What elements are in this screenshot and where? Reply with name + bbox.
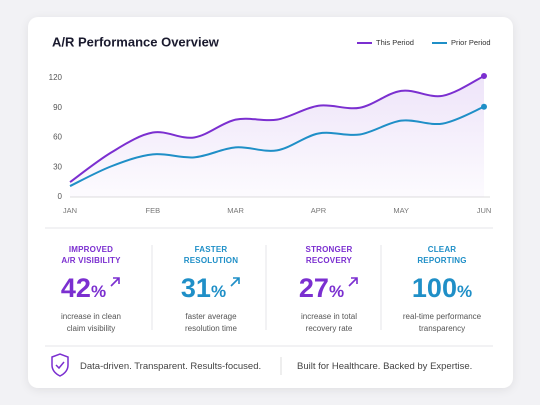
end-point bbox=[481, 72, 487, 79]
stat-heading: CLEAR REPORTING bbox=[386, 244, 498, 266]
legend-label: Prior Period bbox=[451, 38, 491, 47]
arrow-icon bbox=[348, 277, 358, 287]
footer-right: Built for Healthcare. Backed by Expertis… bbox=[297, 361, 473, 372]
y-tick-label: 120 bbox=[49, 73, 63, 82]
legend-label: This Period bbox=[376, 38, 414, 47]
card bbox=[28, 17, 513, 388]
y-tick-label: 90 bbox=[53, 103, 62, 112]
stat-heading: FASTER RESOLUTION bbox=[155, 244, 267, 266]
heading-line: A/R VISIBILITY bbox=[61, 256, 121, 265]
x-tick-label: MAR bbox=[227, 206, 244, 215]
stat-value: 100% bbox=[386, 272, 498, 308]
shield-icon bbox=[51, 353, 69, 377]
description-line: faster average bbox=[185, 312, 237, 321]
stat-description: increase in clean claim visibility bbox=[35, 311, 147, 335]
stat-description: real-time performance transparency bbox=[386, 311, 498, 335]
description-line: real-time performance bbox=[402, 312, 482, 321]
chart-title: A/R Performance Overview bbox=[52, 34, 220, 49]
stat: IMPROVED A/R VISIBILITY 42% increase in cle… bbox=[35, 244, 147, 335]
stat-value: 31% bbox=[155, 272, 267, 308]
arrow bbox=[110, 277, 120, 287]
value-unit: % bbox=[328, 282, 345, 301]
description-line: recovery rate bbox=[305, 324, 353, 333]
value-number: 42 bbox=[60, 273, 91, 303]
arrow bbox=[230, 277, 240, 287]
arrow-icon bbox=[110, 277, 120, 287]
stat-value: 27% bbox=[273, 272, 385, 308]
value-number: 100 bbox=[411, 273, 457, 303]
stat-description: increase in total recovery rate bbox=[273, 311, 385, 335]
heading-line: RESOLUTION bbox=[183, 256, 239, 265]
x-tick-label: APR bbox=[311, 206, 327, 215]
end-point bbox=[481, 103, 487, 110]
x-tick-label: FEB bbox=[146, 206, 161, 215]
heading-line: IMPROVED bbox=[68, 245, 114, 254]
heading-line: REPORTING bbox=[417, 256, 467, 265]
check-icon bbox=[55, 361, 65, 370]
x-tick-label: JAN bbox=[63, 206, 77, 215]
x-tick-label: MAY bbox=[393, 206, 409, 215]
value-unit: % bbox=[456, 282, 473, 301]
stat-heading: STRONGER RECOVERY bbox=[273, 244, 385, 266]
stat: STRONGER RECOVERY 27% increase in total reco… bbox=[273, 244, 385, 335]
stat-description: faster average resolution time bbox=[155, 311, 267, 335]
line bbox=[69, 75, 485, 183]
x-tick-label: JUN bbox=[477, 206, 492, 215]
stat-value: 42% bbox=[35, 272, 147, 308]
heading-line: FASTER bbox=[194, 245, 228, 254]
y-tick-label: 60 bbox=[53, 133, 62, 142]
stat: FASTER RESOLUTION 31% faster average resolut… bbox=[155, 244, 267, 335]
heading-line: RECOVERY bbox=[305, 256, 353, 265]
footer-left: Data-driven. Transparent. Results-focuse… bbox=[80, 361, 262, 372]
heading-line: STRONGER bbox=[305, 245, 353, 254]
y-tick-label: 0 bbox=[58, 192, 63, 201]
area bbox=[70, 75, 484, 197]
value-number: 31 bbox=[180, 273, 211, 303]
stat-heading: IMPROVED A/R VISIBILITY bbox=[35, 244, 147, 266]
value-unit: % bbox=[210, 282, 227, 301]
description-line: claim visibility bbox=[66, 324, 116, 333]
y-tick-label: 30 bbox=[53, 162, 62, 171]
value-unit: % bbox=[90, 282, 107, 301]
arrow-icon bbox=[230, 277, 240, 287]
arrow bbox=[348, 277, 358, 287]
value-number: 27 bbox=[298, 273, 329, 303]
description-line: transparency bbox=[418, 324, 466, 333]
description-line: increase in clean bbox=[60, 312, 122, 321]
heading-line: CLEAR bbox=[427, 245, 457, 254]
description-line: resolution time bbox=[184, 324, 238, 333]
stat: CLEAR REPORTING 100% real-time performance t… bbox=[386, 244, 498, 335]
line bbox=[69, 105, 485, 187]
description-line: increase in total bbox=[300, 312, 358, 321]
